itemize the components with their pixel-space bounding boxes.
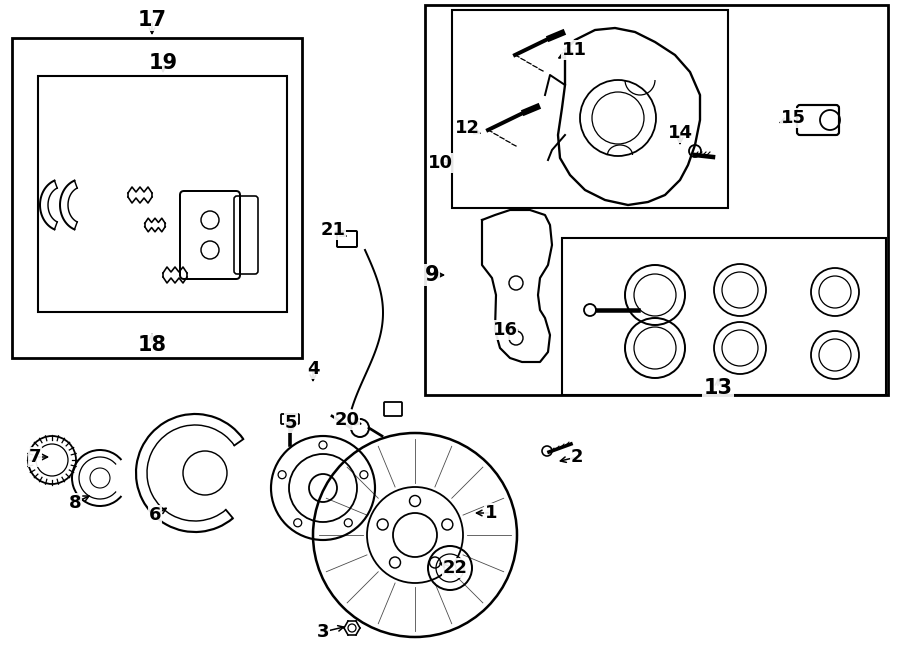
Text: 13: 13 [704, 378, 733, 398]
Text: 17: 17 [138, 10, 166, 30]
Text: 20: 20 [335, 411, 359, 429]
Text: 16: 16 [492, 321, 517, 339]
Text: 12: 12 [454, 119, 480, 137]
Text: 14: 14 [668, 124, 692, 142]
Text: 1: 1 [485, 504, 497, 522]
Text: 8: 8 [68, 494, 81, 512]
Text: 18: 18 [138, 335, 166, 355]
Text: 11: 11 [562, 41, 587, 59]
Text: 9: 9 [425, 265, 439, 285]
Text: 4: 4 [307, 360, 320, 378]
Bar [425, 5, 888, 395]
Bar [562, 238, 886, 395]
Text: 2: 2 [571, 448, 583, 466]
Text: 19: 19 [148, 53, 177, 73]
Text: 6: 6 [148, 506, 161, 524]
Text: 3: 3 [317, 623, 329, 641]
Bar [12, 38, 302, 358]
Bar [38, 76, 287, 312]
Text: 21: 21 [320, 221, 346, 239]
Text: 22: 22 [443, 559, 467, 577]
Text: 5: 5 [284, 414, 297, 432]
Text: 7: 7 [29, 448, 41, 466]
Text: 15: 15 [780, 109, 806, 127]
Bar [452, 10, 728, 208]
Text: 10: 10 [428, 154, 453, 172]
